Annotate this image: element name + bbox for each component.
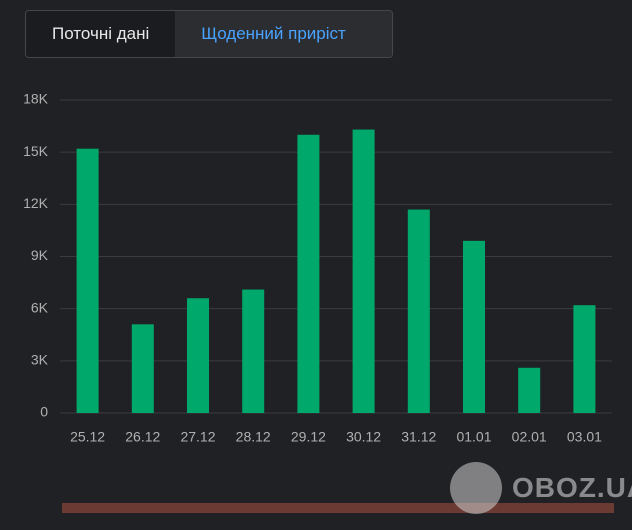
x-tick-label: 31.12 (401, 429, 436, 445)
watermark-text: OBOZ.UA (512, 472, 632, 503)
x-tick-label: 01.01 (456, 429, 491, 445)
tab[interactable]: Поточні дані (26, 11, 176, 57)
tab[interactable]: Щоденний приріст (175, 11, 392, 57)
x-tick-label: 26.12 (125, 429, 160, 445)
range-slider[interactable] (62, 503, 614, 513)
y-tick-label: 6K (31, 299, 49, 315)
x-tick-label: 30.12 (346, 429, 381, 445)
x-tick-label: 27.12 (180, 429, 215, 445)
bar (187, 298, 209, 413)
bar (463, 240, 485, 413)
watermark: OBOZ.UA (450, 462, 632, 514)
y-tick-label: 18K (23, 91, 49, 107)
y-tick-label: 0 (40, 404, 48, 420)
bar (518, 367, 541, 413)
bar (573, 305, 596, 413)
bar (352, 129, 375, 414)
x-tick-label: 03.01 (567, 429, 602, 445)
watermark-logo (450, 462, 502, 514)
y-tick-label: 3K (31, 352, 49, 368)
x-tick-label: 25.12 (70, 429, 105, 445)
y-tick-label: 15K (23, 143, 49, 159)
y-tick-label: 9K (31, 247, 49, 263)
bar (407, 209, 430, 413)
x-tick-label: 29.12 (291, 429, 326, 445)
bar (297, 134, 320, 413)
x-tick-label: 02.01 (512, 429, 547, 445)
tab-bar: Поточні дані Щоденний приріст (25, 10, 393, 58)
bar (242, 289, 265, 413)
y-tick-label: 12K (23, 195, 49, 211)
bar (131, 324, 154, 413)
bar (76, 148, 99, 413)
x-tick-label: 28.12 (236, 429, 271, 445)
